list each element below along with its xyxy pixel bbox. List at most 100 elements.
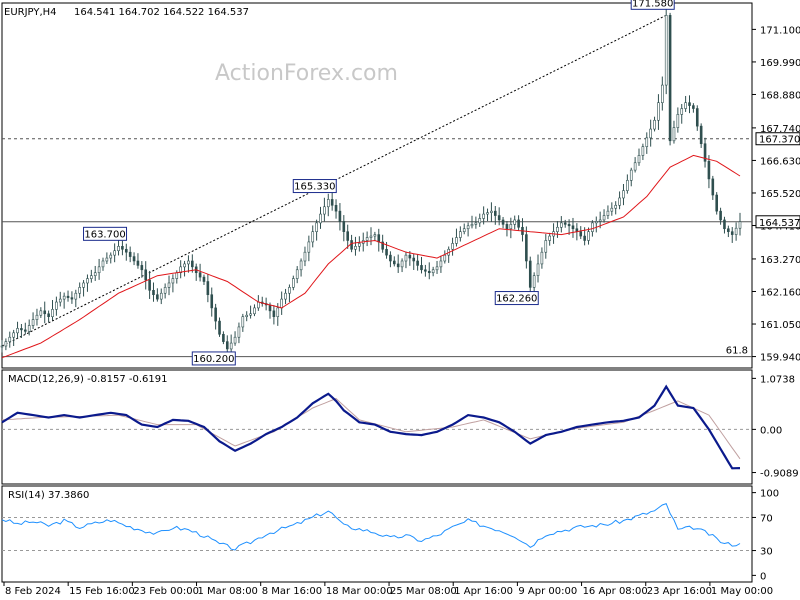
candle-body xyxy=(191,260,194,268)
candle-body xyxy=(74,292,78,300)
candle-body xyxy=(20,328,23,331)
candle-body xyxy=(462,228,466,232)
candle-body xyxy=(82,282,85,288)
candle-body xyxy=(579,231,583,237)
candle-body xyxy=(105,257,109,262)
candle-body xyxy=(303,251,307,262)
candle-body xyxy=(315,222,318,232)
candle-body xyxy=(400,260,404,268)
price-annotation-box xyxy=(630,0,675,10)
candle-body xyxy=(70,297,74,300)
candle-body xyxy=(451,243,454,250)
candle-body xyxy=(653,119,656,130)
candle-body xyxy=(583,235,586,241)
candle-body xyxy=(284,292,287,300)
candle-body xyxy=(626,180,629,191)
header-ohlc: 164.541 164.702 164.522 164.537 xyxy=(74,7,249,18)
candle-body xyxy=(614,204,618,209)
x-tick-label: 15 Feb 16:00 xyxy=(69,586,135,597)
candle-body xyxy=(622,190,625,199)
candle-body xyxy=(505,224,509,230)
candle-body xyxy=(187,260,190,265)
candle-body xyxy=(365,237,369,241)
candle-body xyxy=(136,260,140,266)
candle-body xyxy=(101,260,105,268)
candle-body xyxy=(439,260,443,268)
candle-body xyxy=(661,84,664,103)
candle-body xyxy=(51,309,54,317)
x-tick-label: 23 Apr 16:00 xyxy=(647,586,712,597)
candle-body xyxy=(338,210,342,222)
candle-body xyxy=(389,254,392,262)
y-tick-label: -0.9089 xyxy=(760,469,799,480)
candle-body xyxy=(233,336,237,344)
candle-body xyxy=(517,219,520,228)
candle-body xyxy=(734,227,738,235)
price-level-label: 164.537 xyxy=(759,218,800,229)
y-tick-label: 167.740 xyxy=(760,124,800,135)
candle-body xyxy=(536,263,540,276)
candle-body xyxy=(501,219,505,225)
rsi-panel: 100 70 30 0 xyxy=(1,485,779,583)
y-tick-label: 168.880 xyxy=(760,90,800,101)
candle-body xyxy=(140,265,144,271)
fib-level-label: 61.8 xyxy=(726,346,748,357)
candle-body xyxy=(699,125,703,145)
x-tick-label: 25 Mar 08:00 xyxy=(390,586,457,597)
candle-body xyxy=(459,231,462,238)
candle-body xyxy=(470,224,474,227)
candle-body xyxy=(412,257,416,262)
candle-body xyxy=(253,307,256,315)
candle-body xyxy=(198,272,202,278)
candle-body xyxy=(618,197,621,206)
candle-body xyxy=(43,310,47,315)
candle-body xyxy=(606,210,610,216)
candle-body xyxy=(257,301,260,309)
candle-body xyxy=(408,254,412,259)
candle-body xyxy=(548,235,551,241)
macd-title: MACD(12,26,9) -0.8157 -0.6191 xyxy=(8,374,168,385)
candle-body xyxy=(299,260,303,271)
candle-body xyxy=(163,287,167,294)
candle-body xyxy=(602,215,606,221)
candle-body xyxy=(688,102,691,106)
x-tick-label: 9 Apr 00:00 xyxy=(518,586,577,597)
x-tick-label: 8 Mar 16:00 xyxy=(262,586,322,597)
y-tick-label: 169.990 xyxy=(760,58,800,69)
candle-body xyxy=(218,320,221,335)
candle-body xyxy=(571,225,575,230)
y-tick-label: 165.520 xyxy=(760,189,800,200)
price-level-label: 167.370 xyxy=(759,135,800,146)
price-annotation-box xyxy=(83,226,128,241)
price-annotation-label: 160.200 xyxy=(193,354,234,365)
candle-body xyxy=(66,295,70,298)
candle-body xyxy=(695,108,699,127)
candle-body xyxy=(509,224,513,230)
candle-body xyxy=(560,222,563,228)
candle-body xyxy=(280,298,283,309)
candle-body xyxy=(93,272,97,276)
candle-body xyxy=(730,231,734,235)
candle-body xyxy=(393,260,396,265)
candle-body xyxy=(532,275,536,288)
candle-body xyxy=(591,222,594,232)
candle-body xyxy=(358,243,361,247)
candle-body xyxy=(319,213,322,224)
x-tick-label: 1 May 00:00 xyxy=(711,586,773,597)
candle-body xyxy=(707,161,711,180)
panel-frame xyxy=(1,369,753,485)
candle-body xyxy=(680,108,684,115)
candle-body xyxy=(377,234,381,243)
moving-average-line xyxy=(1,154,741,359)
candle-body xyxy=(342,221,346,232)
candle-body xyxy=(229,342,233,350)
candle-body xyxy=(90,275,93,279)
x-tick-label: 1 Mar 08:00 xyxy=(198,586,258,597)
y-tick-label: 161.050 xyxy=(760,320,800,331)
candle-body xyxy=(369,235,373,238)
candle-body xyxy=(629,169,633,181)
candle-body xyxy=(47,313,50,317)
candle-body xyxy=(97,266,101,274)
panel-frame xyxy=(1,2,753,369)
